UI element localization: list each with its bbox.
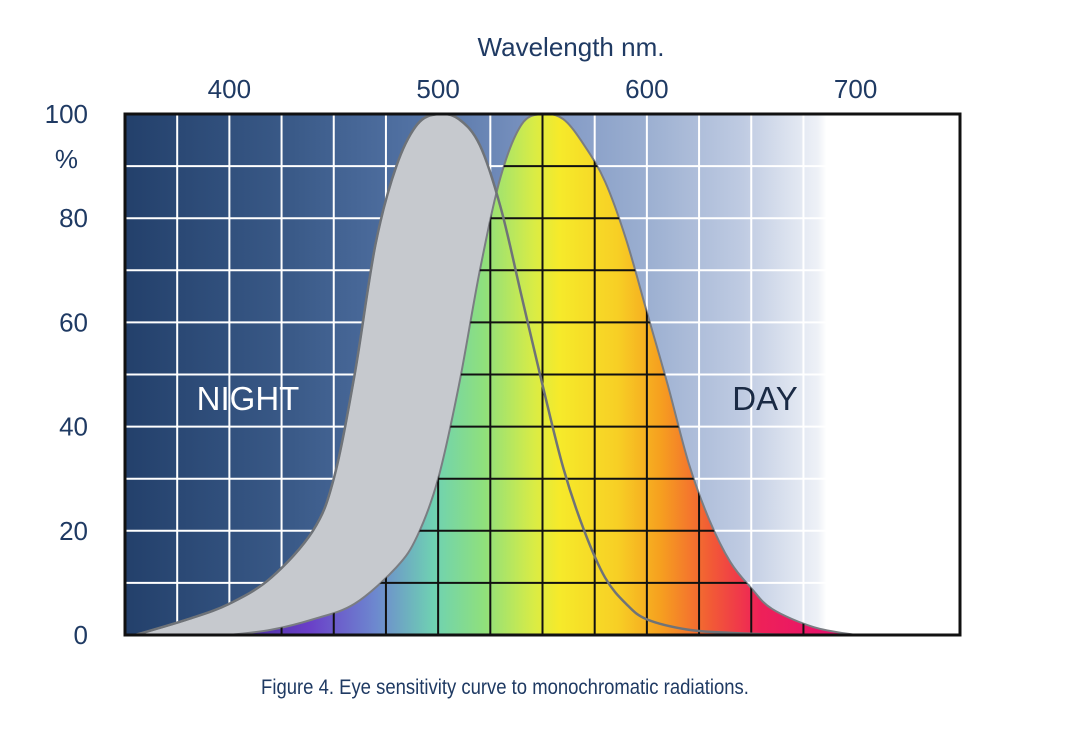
x-tick-labels: 400 500 600 700 xyxy=(208,74,878,104)
plot-frame xyxy=(123,112,962,637)
day-region-label: DAY xyxy=(732,380,797,417)
x-tick-label: 700 xyxy=(834,74,877,104)
y-tick-label: 20 xyxy=(59,516,88,546)
y-unit-label: % xyxy=(55,144,78,174)
y-tick-label: 0 xyxy=(74,620,88,650)
x-tick-label: 600 xyxy=(625,74,668,104)
plot-area xyxy=(125,114,960,635)
y-tick-label: 100 xyxy=(45,99,88,129)
y-tick-label: 60 xyxy=(59,307,88,337)
x-axis-title: Wavelength nm. xyxy=(478,32,665,62)
x-tick-label: 400 xyxy=(208,74,251,104)
figure-caption: Figure 4. Eye sensitivity curve to monoc… xyxy=(61,676,950,700)
caption-text: Eye sensitivity curve to monochromatic r… xyxy=(339,676,749,699)
y-tick-labels: 0 20 40 60 80 100 xyxy=(45,99,88,650)
figure-number: Figure 4. xyxy=(261,676,334,699)
x-axis-label: Wavelength nm. xyxy=(478,32,665,62)
night-curve-line xyxy=(135,114,814,635)
x-tick-label: 500 xyxy=(416,74,459,104)
sensitivity-chart: Wavelength nm. 400 500 600 700 0 20 40 60 80 100… xyxy=(45,32,962,650)
night-region-label: NIGHT xyxy=(197,380,300,417)
y-tick-label: 80 xyxy=(59,203,88,233)
y-tick-label: 40 xyxy=(59,412,88,442)
